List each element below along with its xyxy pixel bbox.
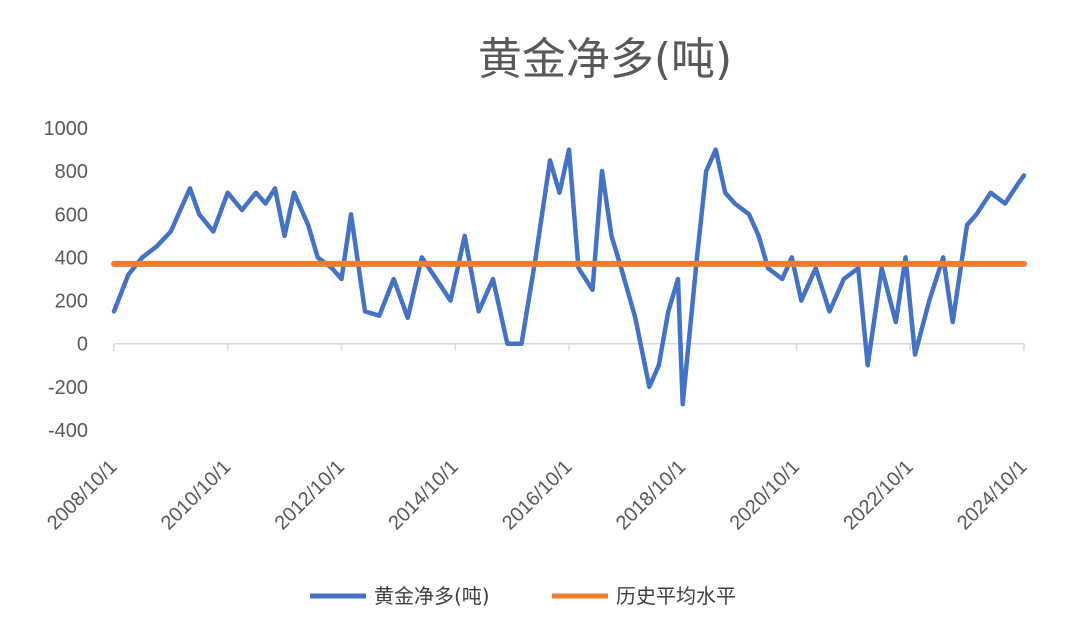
x-tick-label: 2018/10/1 — [612, 456, 690, 534]
x-tick-label: 2020/10/1 — [726, 456, 804, 534]
x-tick-label: 2010/10/1 — [157, 456, 235, 534]
y-tick-label: 1000 — [44, 118, 89, 140]
y-tick-label: 400 — [55, 247, 88, 269]
y-tick-label: 200 — [55, 291, 88, 313]
y-tick-label: 0 — [77, 334, 88, 356]
y-tick-label: -400 — [48, 420, 88, 442]
x-axis-ticks: 2008/10/1 2010/10/1 2012/10/1 2014/10/1 2016… — [43, 343, 1032, 534]
legend-label: 历史平均水平 — [616, 584, 736, 608]
legend: 黄金净多(吨) 历史平均水平 — [310, 584, 736, 608]
x-tick-label: 2014/10/1 — [384, 456, 462, 534]
y-tick-label: 800 — [55, 161, 88, 183]
legend-label: 黄金净多(吨) — [374, 584, 490, 608]
chart-title: 黄金净多(吨) — [478, 34, 732, 85]
y-tick-label: -200 — [48, 377, 88, 399]
x-tick-label: 2016/10/1 — [498, 456, 576, 534]
y-axis-ticks: 1000 800 600 400 200 0 -200 -400 — [44, 118, 89, 442]
x-tick-label: 2022/10/1 — [839, 456, 917, 534]
series-layer — [111, 147, 1027, 407]
x-tick-label: 2012/10/1 — [271, 456, 349, 534]
gold-net-long-series-line — [111, 147, 1027, 407]
x-tick-label: 2024/10/1 — [953, 456, 1031, 534]
x-tick-label: 2008/10/1 — [43, 456, 121, 534]
y-tick-label: 600 — [55, 204, 88, 226]
